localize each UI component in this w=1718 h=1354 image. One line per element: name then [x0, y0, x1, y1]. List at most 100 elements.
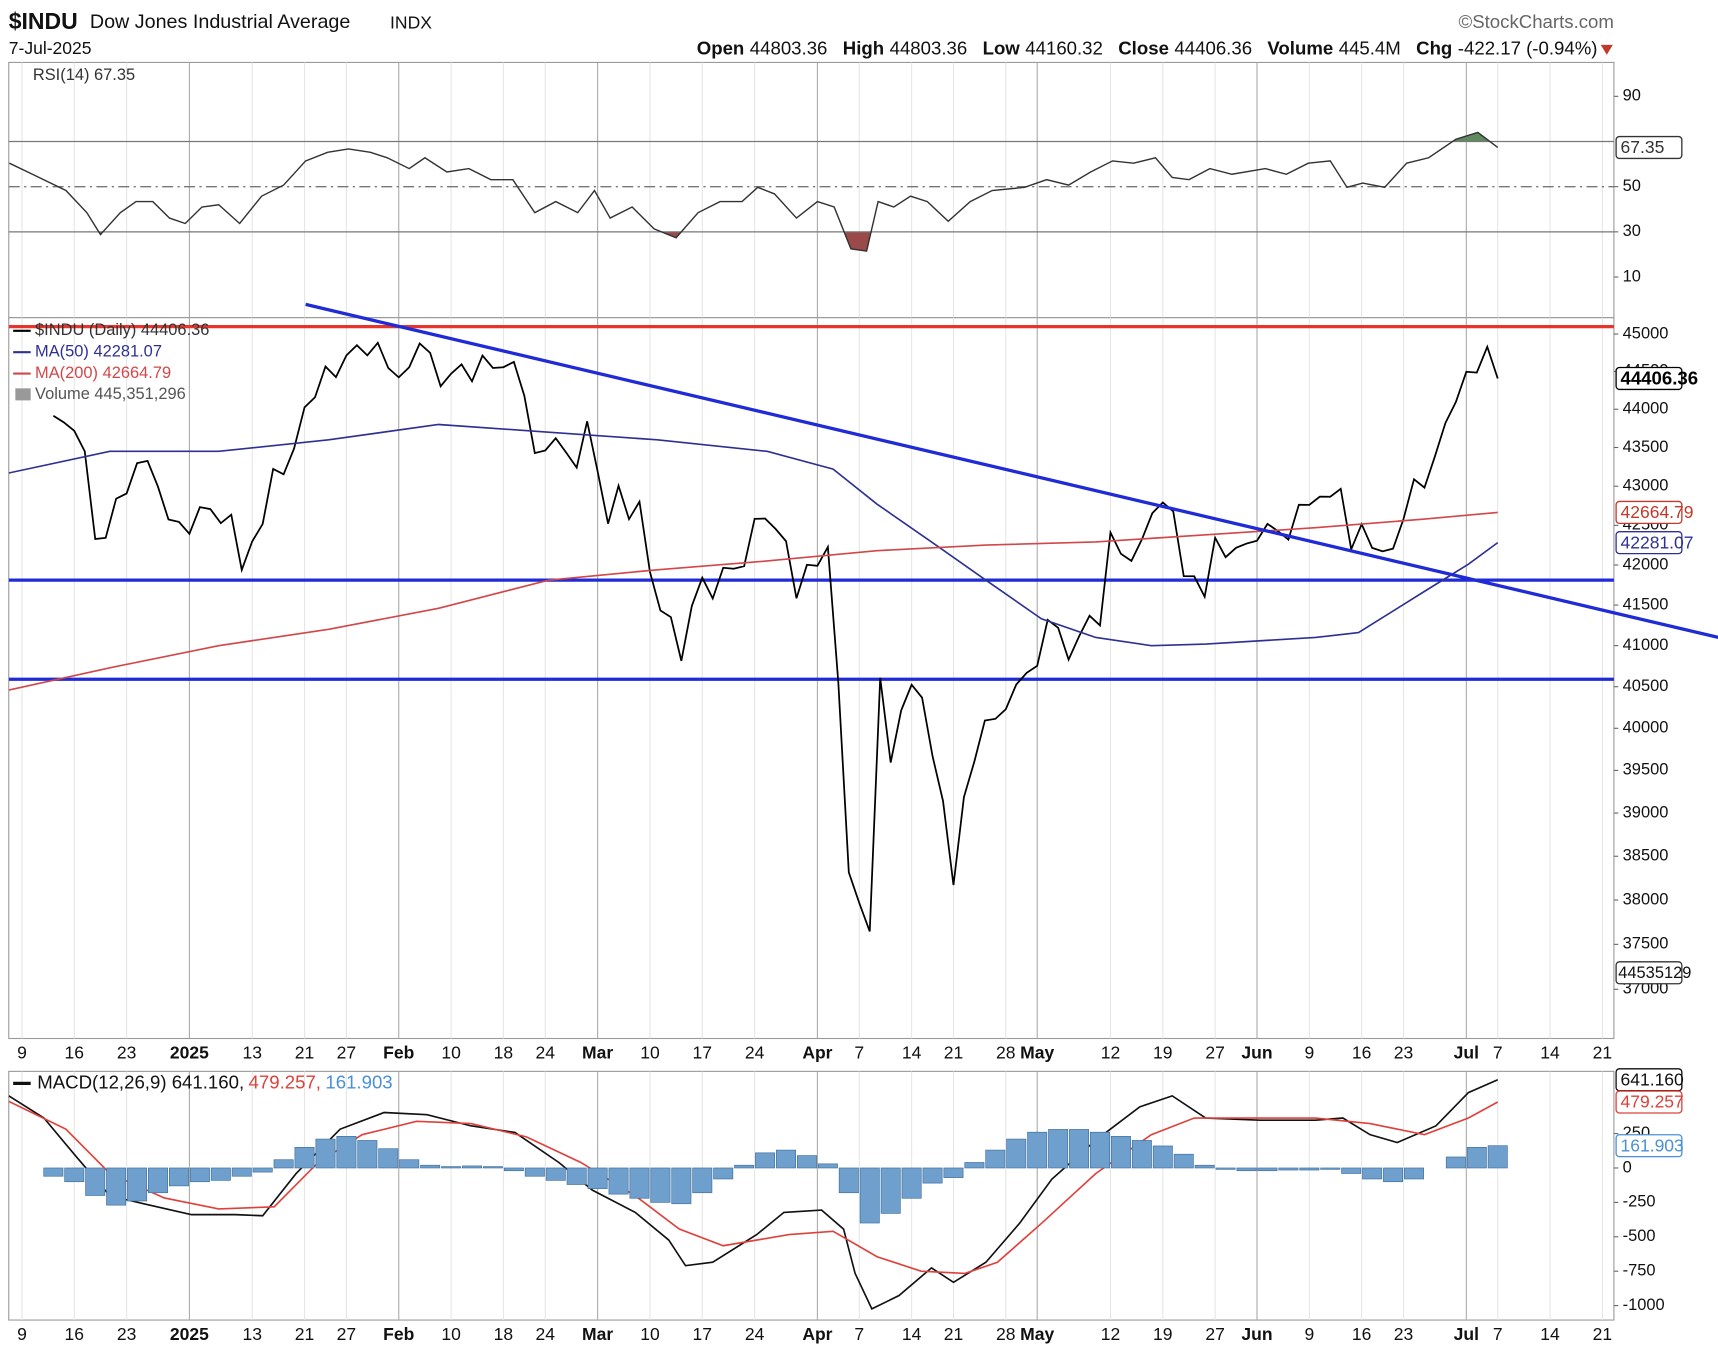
legend-label: 479.257,	[249, 1071, 321, 1092]
x-tick-label: 13	[242, 1042, 261, 1062]
y-tick-label: 50	[1623, 177, 1641, 195]
quote-value: -422.17 (-0.94%)	[1458, 37, 1598, 58]
histogram-bar	[210, 1167, 231, 1181]
x-tick-label: 2025	[170, 1324, 209, 1344]
histogram-bar	[734, 1164, 755, 1169]
histogram-bar	[1236, 1167, 1257, 1172]
histogram-bar	[1257, 1167, 1278, 1172]
histogram-bar	[1069, 1129, 1090, 1169]
value-box-label: 161.903	[1620, 1135, 1683, 1155]
histogram-bar	[1152, 1145, 1173, 1169]
value-box	[1615, 1134, 1683, 1158]
y-tick-label: 38000	[1623, 890, 1669, 908]
x-tick-label: 19	[1153, 1324, 1172, 1344]
x-tick-label: Jun	[1241, 1042, 1272, 1062]
value-box-label: 42281.07	[1620, 532, 1693, 552]
histogram-bar	[755, 1152, 776, 1169]
instrument-name: Dow Jones Industrial Average	[90, 11, 351, 33]
histogram-bar	[838, 1167, 859, 1194]
histogram-bar	[943, 1167, 964, 1178]
value-box-label: 44535129	[1618, 964, 1691, 982]
quote-label: Volume	[1267, 37, 1333, 58]
x-tick-label: Jul	[1454, 1324, 1479, 1344]
quote-row: Open 44803.36 High 44803.36 Low 44160.32 Close…	[697, 37, 1598, 58]
y-tick-label: 44000	[1623, 400, 1669, 418]
legend-swatch	[15, 388, 31, 401]
histogram-bar	[43, 1167, 64, 1177]
x-tick-label: 10	[640, 1042, 660, 1062]
histogram-bar	[168, 1167, 189, 1187]
x-tick-label: Apr	[802, 1324, 832, 1344]
quote-label: Chg	[1416, 37, 1452, 58]
y-tick-label: 43000	[1623, 477, 1669, 495]
quote-value: 445.4M	[1339, 37, 1401, 58]
y-tick-label: 41000	[1623, 636, 1669, 654]
legend-label: 161.903	[325, 1071, 392, 1092]
x-tick-label: 2025	[170, 1042, 209, 1062]
y-tick-label: -750	[1623, 1262, 1656, 1280]
histogram-bar	[231, 1167, 252, 1177]
histogram-bar	[336, 1135, 357, 1169]
histogram-bar	[378, 1148, 399, 1169]
value-box	[1615, 1090, 1683, 1114]
x-tick-label: 16	[65, 1042, 84, 1062]
x-tick-label: 14	[902, 1324, 922, 1344]
x-tick-label: 24	[745, 1042, 765, 1062]
panel-plot	[8, 317, 1614, 1039]
histogram-bar	[420, 1164, 441, 1169]
x-tick-label: 27	[337, 1324, 356, 1344]
histogram-bar	[315, 1138, 336, 1169]
legend: MACD(12,26,9) 641.160, 479.257, 161.903	[37, 1071, 392, 1092]
x-tick-label: 19	[1153, 1042, 1172, 1062]
legend-label: MA(200) 42664.79	[35, 364, 171, 382]
panel-frame	[8, 61, 1615, 319]
histogram-bar	[922, 1167, 943, 1184]
x-tick-label: 14	[1540, 1324, 1560, 1344]
y-tick-label: 10	[1623, 267, 1641, 285]
exchange: INDX	[390, 13, 432, 33]
histogram-bar	[587, 1167, 608, 1189]
histogram-bar	[985, 1149, 1006, 1169]
x-tick-label: May	[1020, 1324, 1054, 1344]
x-tick-label: 21	[1593, 1324, 1612, 1344]
histogram-bar	[629, 1167, 650, 1199]
histogram-bar	[1173, 1153, 1194, 1169]
x-tick-label: 23	[117, 1324, 136, 1344]
histogram-bar	[1383, 1167, 1404, 1183]
x-tick-label: 23	[1394, 1324, 1413, 1344]
histogram-bar	[1404, 1167, 1424, 1180]
x-tick-label: 14	[902, 1042, 922, 1062]
histogram-bar	[399, 1159, 420, 1169]
x-tick-label: 24	[745, 1324, 765, 1344]
x-tick-label: 24	[536, 1324, 556, 1344]
value-box	[1615, 500, 1683, 525]
x-tick-label: 18	[494, 1324, 513, 1344]
series-line	[8, 1078, 1499, 1310]
histogram-bar	[880, 1167, 901, 1214]
histogram-bar	[796, 1155, 817, 1169]
x-tick-label: 7	[854, 1324, 864, 1344]
quote-value: 44406.36	[1174, 37, 1252, 58]
x-tick-label: 23	[1394, 1042, 1413, 1062]
x-tick-label: 28	[996, 1324, 1015, 1344]
histogram-bar	[1320, 1167, 1341, 1170]
histogram-bar	[964, 1162, 985, 1169]
histogram-bar	[106, 1167, 127, 1206]
value-box	[1615, 961, 1683, 985]
quote-value: 44803.36	[890, 37, 968, 58]
x-tick-label: 9	[17, 1042, 27, 1062]
histogram-bar	[692, 1167, 713, 1194]
histogram-bar	[503, 1167, 524, 1172]
x-tick-label: 14	[1540, 1042, 1560, 1062]
value-box	[1615, 531, 1683, 555]
y-tick-label: 40500	[1623, 677, 1669, 695]
histogram-bar	[189, 1167, 210, 1183]
quote-value: 44803.36	[750, 37, 828, 58]
x-tick-label: 18	[494, 1042, 513, 1062]
y-tick-label: 43500	[1623, 438, 1669, 456]
x-tick-label: Mar	[582, 1042, 613, 1062]
x-tick-label: 9	[1304, 1042, 1314, 1062]
x-tick-label: 12	[1101, 1324, 1120, 1344]
y-tick-label: -500	[1623, 1227, 1656, 1245]
y-tick-label: 45000	[1623, 324, 1669, 342]
